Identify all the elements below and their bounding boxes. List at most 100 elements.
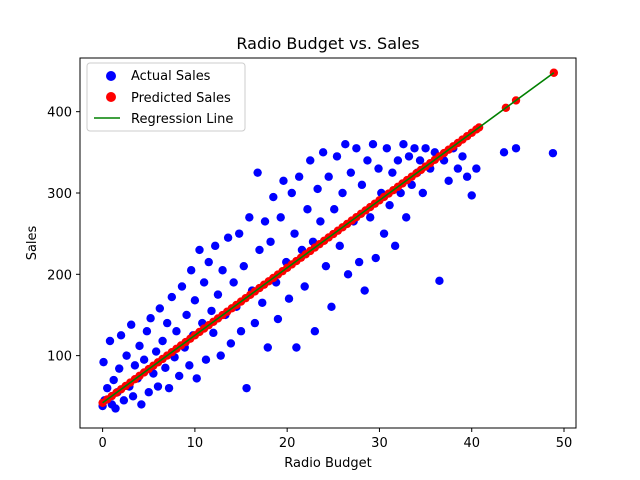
actual-sales-point xyxy=(511,144,521,153)
actual-sales-point xyxy=(444,176,453,185)
actual-sales-point xyxy=(415,156,425,165)
actual-sales-point xyxy=(218,266,227,275)
actual-sales-point xyxy=(242,383,251,393)
x-tick-label: 0 xyxy=(98,436,106,451)
legend-marker-actual-sales xyxy=(106,71,116,81)
actual-sales-point xyxy=(163,318,172,328)
actual-sales-point xyxy=(250,318,260,328)
regression-line-series xyxy=(102,72,555,404)
actual-sales-point xyxy=(103,383,112,393)
actual-sales-point xyxy=(253,168,262,177)
actual-sales-point xyxy=(399,139,408,149)
actual-sales-point xyxy=(338,188,347,198)
actual-sales-point xyxy=(109,375,118,385)
actual-sales-point xyxy=(234,229,244,238)
actual-sales-point xyxy=(292,343,301,352)
actual-sales-point xyxy=(135,341,144,351)
actual-sales-point xyxy=(139,355,149,364)
actual-sales-point xyxy=(105,336,115,346)
actual-sales-point xyxy=(155,304,165,313)
legend-label-predicted-sales: Predicted Sales xyxy=(131,91,231,106)
actual-sales-point xyxy=(167,292,177,302)
actual-sales-point xyxy=(276,213,285,222)
actual-sales-point xyxy=(332,152,342,161)
actual-sales-point xyxy=(341,139,350,149)
actual-sales-point xyxy=(472,164,481,173)
regression-line xyxy=(102,72,555,404)
actual-sales-point xyxy=(346,168,356,177)
actual-sales-point xyxy=(421,144,430,153)
actual-sales-point xyxy=(371,253,380,263)
actual-sales-point xyxy=(318,148,328,157)
y-axis-label: Sales xyxy=(25,225,40,260)
actual-sales-point xyxy=(379,229,389,238)
actual-sales-point xyxy=(306,156,315,165)
actual-sales-point xyxy=(300,282,309,291)
actual-sales-point xyxy=(287,188,296,198)
actual-sales-point xyxy=(223,233,233,242)
actual-sales-point xyxy=(177,282,187,291)
actual-sales-point xyxy=(263,343,272,352)
y-axis: 100 200 300 400 xyxy=(47,106,80,365)
actual-sales-point xyxy=(119,396,129,405)
actual-sales-point xyxy=(151,347,161,356)
y-tick-label: 100 xyxy=(47,350,72,365)
actual-sales-point xyxy=(158,336,167,346)
actual-sales-point xyxy=(186,266,196,275)
actual-sales-point xyxy=(335,241,344,251)
plot-area xyxy=(79,57,577,429)
x-tick-label: 40 xyxy=(463,436,480,451)
actual-sales-point xyxy=(245,213,254,222)
legend-box xyxy=(86,62,246,132)
actual-sales-point xyxy=(418,188,428,198)
actual-sales-point xyxy=(393,156,403,165)
actual-sales-point xyxy=(327,302,336,312)
x-axis: 0 10 20 30 40 50 xyxy=(98,428,572,451)
actual-sales-point xyxy=(128,392,138,401)
actual-sales-point xyxy=(548,148,558,158)
actual-sales-point xyxy=(207,306,216,316)
actual-sales-point xyxy=(175,371,184,381)
actual-sales-point xyxy=(368,139,378,149)
actual-sales-point xyxy=(195,245,204,255)
actual-sales-point xyxy=(130,361,140,370)
actual-sales-point xyxy=(226,339,236,348)
actual-sales-point xyxy=(99,357,108,367)
actual-sales-point xyxy=(204,257,213,267)
actual-sales-point xyxy=(404,152,414,161)
actual-sales-point xyxy=(374,164,383,173)
legend-label-regression-line: Regression Line xyxy=(131,112,233,127)
actual-sales-point xyxy=(201,355,211,364)
actual-sales-point xyxy=(316,217,325,226)
actual-sales-point xyxy=(122,351,131,360)
actual-sales-point xyxy=(330,205,339,214)
actual-sales-point xyxy=(273,314,283,324)
actual-sales-point xyxy=(354,257,364,267)
actual-sales-point xyxy=(192,374,201,383)
actual-sales-point xyxy=(111,404,120,413)
actual-sales-point xyxy=(266,237,275,246)
actual-sales-point xyxy=(239,261,248,271)
actual-sales-point xyxy=(363,156,372,165)
actual-sales-point xyxy=(313,184,322,194)
actual-sales-point xyxy=(352,144,361,153)
actual-sales-point xyxy=(279,176,288,185)
x-tick-label: 10 xyxy=(187,436,204,451)
chart-title: Radio Budget vs. Sales xyxy=(236,34,419,53)
x-tick-label: 50 xyxy=(556,436,573,451)
actual-sales-point xyxy=(290,229,299,238)
actual-sales-point xyxy=(410,144,419,153)
actual-sales-point xyxy=(142,327,152,336)
actual-sales-point xyxy=(388,168,397,177)
actual-sales-point xyxy=(343,270,353,279)
x-axis-label: Radio Budget xyxy=(284,456,371,471)
actual-sales-point xyxy=(115,364,124,373)
actual-sales-point xyxy=(172,327,181,336)
actual-sales-point xyxy=(382,144,392,153)
actual-sales-point xyxy=(467,191,476,200)
actual-sales-point xyxy=(190,296,200,305)
actual-sales-point xyxy=(213,290,223,299)
actual-sales-point xyxy=(453,164,463,173)
